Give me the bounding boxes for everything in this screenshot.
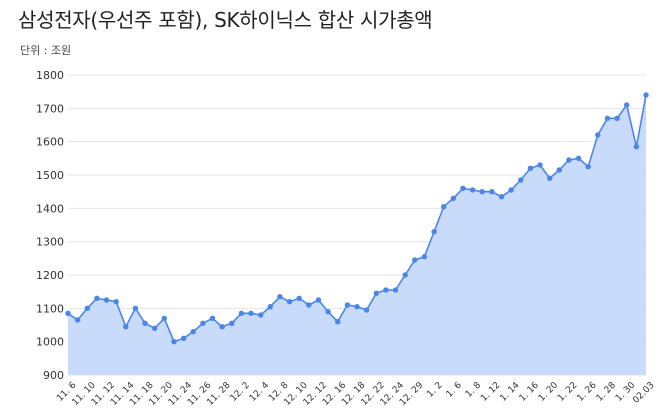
- data-point: [643, 92, 649, 98]
- data-point: [547, 175, 553, 181]
- x-tick-label: 1. 28: [595, 380, 618, 403]
- data-point: [489, 189, 495, 195]
- y-tick-label: 1600: [36, 136, 64, 149]
- data-point: [441, 204, 447, 210]
- data-point: [315, 297, 322, 303]
- y-tick-label: 900: [43, 369, 64, 382]
- data-point: [180, 335, 187, 341]
- data-point: [373, 290, 379, 296]
- data-point: [296, 295, 302, 301]
- data-point: [248, 310, 254, 316]
- data-point: [633, 144, 640, 150]
- area-layer: [67, 94, 647, 375]
- data-point: [306, 302, 312, 308]
- x-tick-label: 1. 2: [425, 381, 444, 400]
- data-point: [556, 167, 562, 173]
- x-tick-label: 1. 14: [498, 380, 521, 403]
- data-point: [431, 229, 437, 235]
- data-point: [123, 324, 129, 330]
- data-point: [363, 307, 370, 313]
- data-point: [527, 165, 534, 171]
- data-point: [74, 317, 81, 323]
- data-point: [604, 115, 611, 122]
- x-tick-label: 12. 4: [248, 380, 271, 403]
- data-point: [113, 299, 119, 305]
- data-point: [595, 132, 601, 138]
- data-point: [383, 287, 389, 293]
- y-tick-label: 1000: [36, 336, 64, 349]
- unit-label: 단위 : 조원: [20, 44, 72, 57]
- data-point: [585, 164, 591, 170]
- y-tick-label: 1800: [36, 69, 64, 82]
- data-point: [142, 320, 148, 326]
- y-tick-label: 1500: [36, 169, 64, 182]
- y-tick-label: 1300: [36, 236, 64, 249]
- x-tick-label: 1. 16: [518, 380, 541, 403]
- data-point: [450, 195, 456, 201]
- data-point: [344, 302, 351, 308]
- series-area: [68, 95, 646, 375]
- data-point: [286, 299, 293, 305]
- data-point: [229, 320, 235, 326]
- data-point: [498, 194, 505, 200]
- data-point: [354, 304, 360, 310]
- data-point: [161, 315, 167, 321]
- data-point: [575, 155, 582, 161]
- data-point: [277, 294, 283, 300]
- data-point: [132, 305, 139, 311]
- data-point: [518, 177, 524, 183]
- y-tick-label: 1700: [36, 102, 64, 115]
- data-point: [152, 325, 158, 331]
- data-point: [402, 272, 408, 278]
- data-point: [614, 115, 620, 122]
- data-point: [392, 287, 399, 293]
- data-point: [171, 339, 177, 345]
- data-point: [238, 310, 245, 316]
- x-tick-label: 02.03: [631, 381, 656, 406]
- point-layer: [65, 92, 649, 345]
- data-point: [190, 329, 196, 335]
- data-point: [537, 162, 543, 168]
- data-point: [460, 185, 466, 191]
- data-point: [103, 297, 110, 303]
- data-point: [421, 254, 428, 260]
- data-point: [335, 319, 341, 325]
- data-point: [479, 189, 485, 195]
- data-point: [508, 187, 514, 193]
- data-point: [65, 310, 71, 316]
- x-tick-label: 1. 6: [445, 380, 464, 399]
- x-tick-label: 1. 12: [479, 381, 502, 404]
- data-point: [469, 187, 476, 193]
- data-point: [624, 102, 630, 108]
- chart-title: 삼성전자(우선주 포함), SK하이닉스 합산 시가총액: [18, 8, 433, 32]
- x-tick-label: 1. 20: [537, 380, 560, 403]
- data-point: [258, 312, 264, 318]
- x-tick-label: 1. 22: [556, 381, 579, 404]
- data-point: [219, 324, 225, 330]
- y-tick-label: 1400: [36, 202, 64, 215]
- x-tick-label: 12. 2: [229, 381, 252, 404]
- data-point: [84, 305, 91, 311]
- data-point: [209, 315, 216, 321]
- data-point: [566, 157, 572, 163]
- y-tick-label: 1200: [36, 269, 64, 282]
- data-point: [200, 320, 206, 326]
- x-tick-label: 1. 26: [576, 380, 599, 403]
- data-point: [412, 257, 418, 263]
- data-point: [94, 295, 100, 301]
- y-axis-ticks: 900 1000 1100 1200 1300 1400 1500 1600 1700 1800: [36, 69, 64, 382]
- data-point: [325, 309, 331, 315]
- y-tick-label: 1100: [36, 302, 64, 315]
- data-point: [267, 304, 273, 310]
